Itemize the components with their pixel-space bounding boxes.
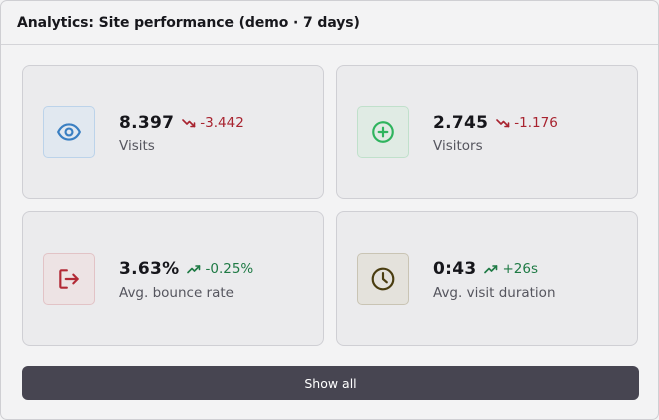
- metric-label: Avg. bounce rate: [119, 285, 234, 301]
- metric-value: 3.63%: [119, 259, 180, 279]
- clock-icon: [357, 253, 409, 305]
- trend-up-icon: [187, 265, 201, 274]
- metric-row: 8.397 -3.442: [119, 113, 244, 133]
- metric-row: 3.63% -0.25%: [119, 259, 253, 279]
- trend-down-icon: [496, 119, 510, 128]
- trend-indicator: -3.442: [182, 115, 244, 131]
- show-all-button[interactable]: Show all: [22, 366, 639, 400]
- trend-value: -3.442: [200, 115, 244, 131]
- metric-value: 2.745: [433, 113, 489, 133]
- metric-value: 0:43: [433, 259, 477, 279]
- trend-indicator: -0.25%: [187, 261, 253, 277]
- metric-label: Visitors: [433, 138, 483, 154]
- trend-indicator: +26s: [484, 261, 538, 277]
- metric-label: Visits: [119, 138, 155, 154]
- metric-value: 8.397: [119, 113, 175, 133]
- trend-value: +26s: [502, 261, 539, 277]
- stat-card-visits: 8.397 -3.442 Visits: [22, 65, 324, 199]
- metric-label: Avg. visit duration: [433, 285, 556, 301]
- panel-title: Analytics: Site performance (demo · 7 da…: [17, 14, 360, 31]
- stat-card-visit-duration: 0:43 +26s Avg. visit duration: [336, 211, 638, 346]
- trend-down-icon: [182, 119, 196, 128]
- panel-header: Analytics: Site performance (demo · 7 da…: [1, 1, 658, 45]
- metric-row: 0:43 +26s: [433, 259, 538, 279]
- trend-value: -0.25%: [205, 261, 254, 277]
- trend-up-icon: [484, 265, 498, 274]
- logout-icon: [43, 253, 95, 305]
- eye-icon: [43, 106, 95, 158]
- trend-value: -1.176: [514, 115, 558, 131]
- stat-card-visitors: 2.745 -1.176 Visitors: [336, 65, 638, 199]
- stat-card-bounce-rate: 3.63% -0.25% Avg. bounce rate: [22, 211, 324, 346]
- metric-row: 2.745 -1.176: [433, 113, 558, 133]
- trend-indicator: -1.176: [496, 115, 558, 131]
- plus-circle-icon: [357, 106, 409, 158]
